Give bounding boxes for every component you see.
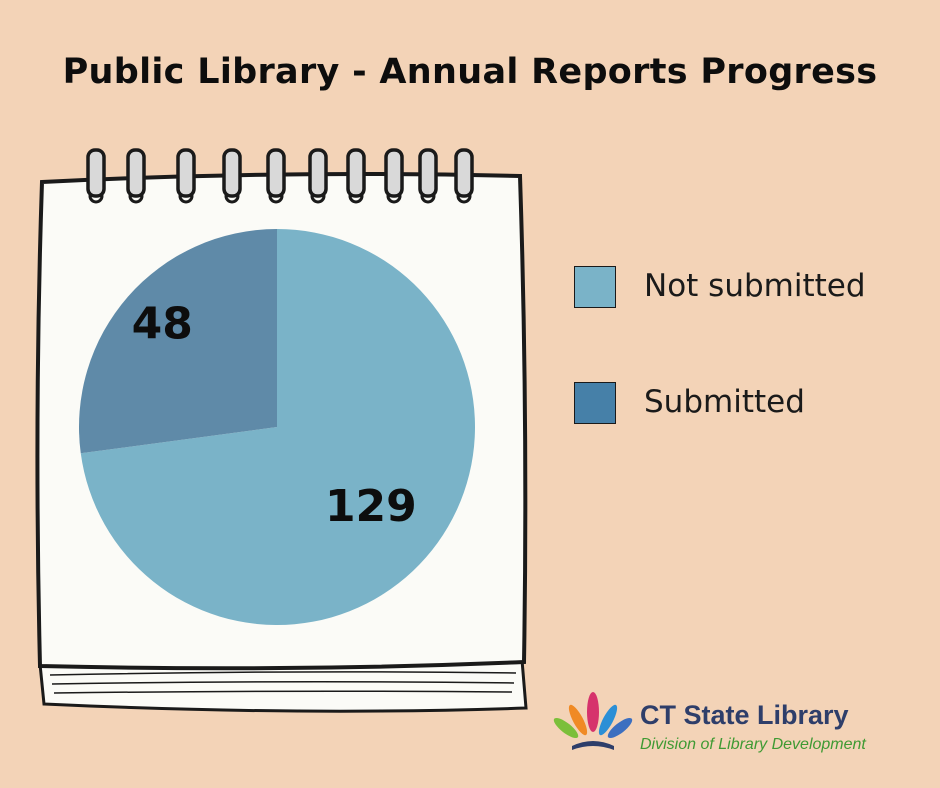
chart-title: Public Library - Annual Reports Progress xyxy=(62,52,878,92)
spiral-ring xyxy=(176,148,196,204)
logo-flame-icon xyxy=(553,692,633,750)
data-label-submitted: 48 xyxy=(132,299,193,350)
legend-label-submitted: Submitted xyxy=(644,384,805,420)
spiral-ring xyxy=(418,148,438,204)
spiral-ring xyxy=(266,148,286,204)
pie-chart: 129 48 xyxy=(79,229,475,625)
spiral-ring xyxy=(384,148,404,204)
pie-slice-submitted xyxy=(79,229,277,454)
spiral-ring xyxy=(222,148,242,204)
notepad-page-stack xyxy=(38,658,528,713)
spiral-ring xyxy=(86,148,106,204)
pie-slice-not-submitted xyxy=(80,229,475,625)
logo-name: CT State Library xyxy=(640,700,849,730)
legend-swatch-submitted xyxy=(574,382,616,424)
spiral-ring xyxy=(126,148,146,204)
legend-item-submitted: Submitted xyxy=(574,382,914,426)
legend-label-not-submitted: Not submitted xyxy=(644,268,866,304)
ct-state-library-logo: CT State Library Division of Library Dev… xyxy=(548,684,918,764)
logo-subtitle: Division of Library Development xyxy=(640,736,866,753)
legend-swatch-not-submitted xyxy=(574,266,616,308)
spiral-ring xyxy=(454,148,474,204)
legend-item-not-submitted: Not submitted xyxy=(574,266,914,310)
spiral-ring xyxy=(346,148,366,204)
spiral-binding xyxy=(86,148,474,204)
spiral-ring xyxy=(308,148,328,204)
data-label-not-submitted: 129 xyxy=(325,481,417,532)
